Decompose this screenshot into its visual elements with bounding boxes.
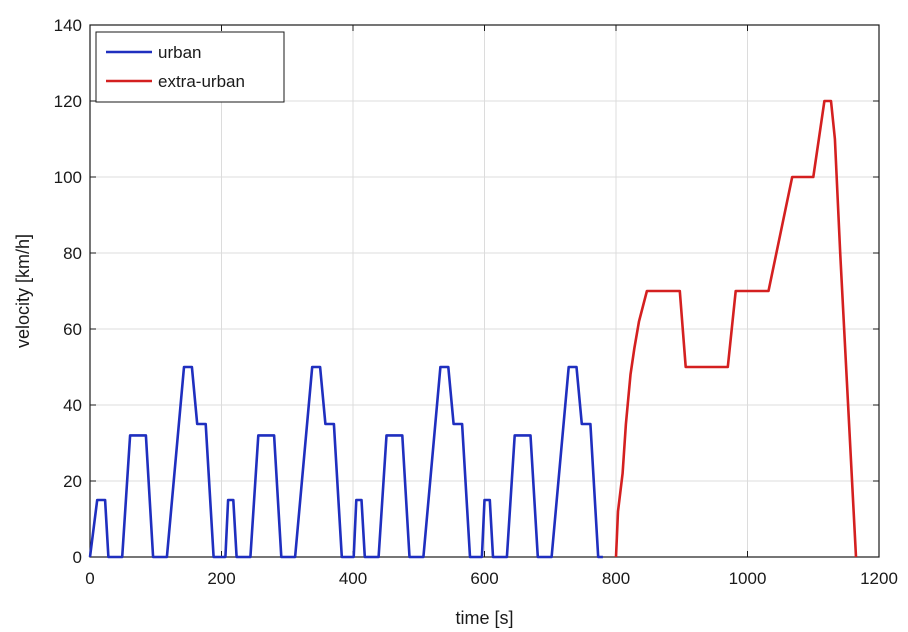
x-tick-label: 600	[470, 569, 498, 588]
series-line-urban	[88, 365, 603, 559]
x-tick-label: 1200	[860, 569, 898, 588]
legend-label-urban: urban	[158, 43, 201, 62]
x-tick-label: 800	[602, 569, 630, 588]
x-tick-label: 200	[207, 569, 235, 588]
y-tick-label: 20	[63, 472, 82, 491]
legend-box	[95, 31, 285, 103]
series-line-extra-urban	[614, 99, 858, 558]
y-tick-label: 0	[73, 548, 82, 567]
x-axis-label: time [s]	[455, 608, 513, 628]
y-axis-label: velocity [km/h]	[13, 234, 33, 348]
x-tick-label: 400	[339, 569, 367, 588]
legend-label-extra-urban: extra-urban	[158, 72, 245, 91]
y-tick-label: 80	[63, 244, 82, 263]
x-tick-label: 0	[85, 569, 94, 588]
y-tick-label: 60	[63, 320, 82, 339]
x-tick-label: 1000	[729, 569, 767, 588]
y-tick-label: 100	[54, 168, 82, 187]
legend: urban extra-urban	[95, 31, 285, 103]
y-tick-label: 120	[54, 92, 82, 111]
y-tick-label: 40	[63, 396, 82, 415]
y-tick-label: 140	[54, 16, 82, 35]
series-lines	[88, 99, 858, 559]
